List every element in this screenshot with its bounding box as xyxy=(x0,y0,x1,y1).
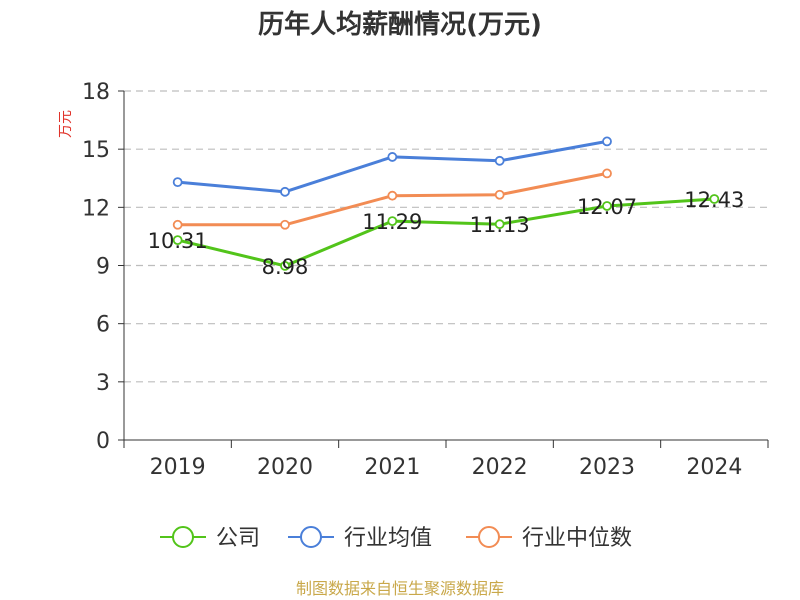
data-label: 10.31 xyxy=(148,229,208,253)
y-tick-label: 18 xyxy=(82,80,110,105)
x-tick-label: 2020 xyxy=(257,455,313,480)
data-point xyxy=(494,155,505,166)
series-line xyxy=(176,197,716,268)
x-tick-label: 2022 xyxy=(472,455,528,480)
axes: 0 3 6 9 12 15 18 2019 2020 2021 2022 2023 2024 xyxy=(82,80,769,480)
legend-label: 行业中位数 xyxy=(522,526,632,551)
data-labels: 10.31 8.98 11.29 11.13 12.07 12.43 xyxy=(148,188,745,279)
data-point xyxy=(602,136,612,147)
data-point xyxy=(280,186,290,197)
y-tick-label: 15 xyxy=(82,138,110,163)
y-tick-label: 3 xyxy=(96,371,110,396)
grid-lines xyxy=(124,90,768,383)
y-axis-label: 万元 xyxy=(58,110,74,138)
data-label: 8.98 xyxy=(262,255,309,279)
data-point xyxy=(494,219,505,230)
data-point xyxy=(172,219,183,230)
data-point xyxy=(387,216,398,226)
legend-marker xyxy=(172,526,194,548)
y-tick-label: 12 xyxy=(82,196,110,221)
data-point xyxy=(494,189,505,200)
x-tick-label: 2019 xyxy=(150,455,206,480)
data-point xyxy=(602,168,612,179)
legend-label: 公司 xyxy=(216,526,260,551)
data-point xyxy=(172,235,183,246)
data-label: 11.13 xyxy=(470,213,530,237)
y-tick-label: 9 xyxy=(96,255,110,280)
data-point xyxy=(387,152,398,162)
data-point xyxy=(172,177,183,188)
y-tick-label: 6 xyxy=(96,313,110,338)
legend-label: 行业均值 xyxy=(344,526,432,551)
legend: 公司 行业均值 行业中位数 xyxy=(160,526,632,551)
data-point xyxy=(280,219,290,230)
x-tick-label: 2024 xyxy=(686,455,742,480)
x-tick-label: 2023 xyxy=(579,455,635,480)
legend-marker xyxy=(300,526,322,548)
x-tick-label: 2021 xyxy=(364,455,420,480)
chart-title: 历年人均薪酬情况(万元) xyxy=(258,9,542,40)
data-label: 12.43 xyxy=(684,188,744,212)
data-point xyxy=(602,201,612,211)
source-note: 制图数据来自恒生聚源数据库 xyxy=(296,579,504,598)
legend-marker xyxy=(478,526,500,548)
y-tick-label: 0 xyxy=(96,429,110,454)
data-label: 11.29 xyxy=(362,210,422,234)
data-point xyxy=(709,194,720,204)
data-label: 12.07 xyxy=(577,195,637,219)
data-point xyxy=(280,260,290,271)
data-point xyxy=(387,190,398,201)
series-layer xyxy=(172,136,720,271)
